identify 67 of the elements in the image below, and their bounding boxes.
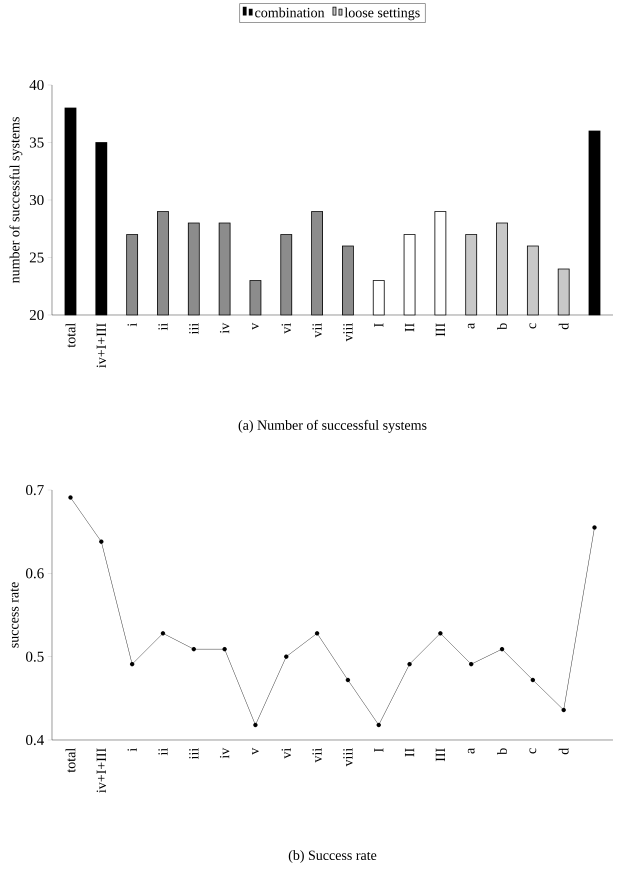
legend-label: combination — [255, 7, 324, 18]
x-tick-label: iv — [220, 322, 230, 334]
x-tick-label: iv+I+III — [96, 748, 106, 793]
x-tick-label: I — [374, 748, 384, 752]
x-tick-label: c — [529, 748, 536, 754]
point — [192, 646, 196, 652]
x-tick-label: III — [436, 323, 445, 336]
x-tick-label: d — [558, 748, 569, 754]
x-tick-label: vii — [312, 323, 322, 338]
point — [500, 646, 504, 652]
x-tick-label: II — [404, 748, 414, 757]
x-tick-label: ii — [158, 323, 168, 330]
y-axis-title: number of successful systems — [9, 117, 22, 284]
x-tick-label: iii — [189, 323, 198, 334]
y-tick-label: 0.4 — [26, 734, 44, 746]
point — [222, 646, 227, 652]
point — [253, 722, 258, 728]
x-tick-label: viii — [343, 323, 353, 342]
text: (b) Success rate — [288, 850, 376, 863]
x-tick-label: III — [436, 748, 445, 762]
x-tick-label: total — [66, 323, 76, 348]
point — [376, 722, 381, 728]
point — [561, 708, 566, 712]
x-tick-label: total — [66, 748, 76, 773]
y-tick-label: 25 — [30, 252, 44, 263]
x-tick-label: a — [468, 748, 475, 754]
point — [438, 631, 443, 636]
x-tick-label: v — [252, 322, 259, 330]
x-tick-label: iv — [220, 748, 230, 758]
x-tick-label: viii — [343, 748, 353, 766]
legend-label: loose settings — [344, 7, 420, 20]
y-tick-label: 0.7 — [26, 484, 44, 496]
point — [314, 631, 320, 636]
x-tick-label: v — [252, 748, 259, 755]
point — [284, 654, 288, 659]
x-tick-label: c — [529, 323, 536, 328]
point — [469, 662, 474, 666]
x-tick-label: vi — [282, 748, 291, 759]
point — [130, 662, 134, 666]
point — [68, 495, 73, 500]
x-tick-label: iii — [189, 748, 198, 760]
x-tick-label: II — [404, 323, 414, 332]
x-tick-label: iv+I+III — [96, 323, 106, 368]
text: (a) Number of successful systems — [238, 420, 426, 433]
point — [99, 539, 104, 544]
x-tick-label: I — [374, 323, 384, 327]
x-tick-label: i — [128, 748, 137, 752]
x-tick-label: a — [468, 322, 475, 329]
x-tick-label: b — [497, 323, 507, 330]
point — [346, 678, 350, 682]
point — [530, 678, 536, 682]
y-tick-label: 20 — [30, 310, 44, 320]
y-tick-label: 40 — [29, 80, 44, 90]
point — [160, 631, 166, 636]
y-axis-title: success rate — [10, 582, 19, 648]
y-tick-label: 35 — [30, 137, 44, 148]
y-tick-label: 30 — [30, 194, 44, 206]
x-tick-label: vii — [312, 748, 322, 763]
point — [407, 662, 412, 666]
x-tick-label: i — [128, 323, 137, 326]
y-tick-label: 0.5 — [26, 652, 44, 662]
x-tick-label: b — [497, 748, 507, 755]
x-tick-label: ii — [158, 748, 168, 756]
x-tick-label: vi — [282, 323, 291, 334]
y-tick-label: 0.6 — [26, 568, 44, 578]
point — [592, 525, 597, 530]
x-tick-label: d — [558, 322, 569, 330]
